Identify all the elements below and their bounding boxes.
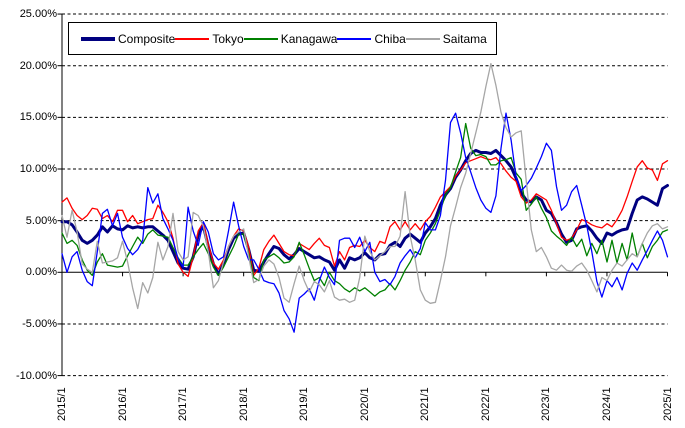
legend-line-sample — [175, 37, 210, 40]
y-tick-label: -5.00% — [22, 317, 57, 330]
legend-item-chiba: Chiba — [337, 31, 406, 46]
x-tick-label: 2020/1 — [358, 387, 371, 421]
series-line-saitama — [61, 62, 669, 310]
x-tick-label: 2021/1 — [419, 387, 432, 421]
legend-item-saitama: Saitama — [405, 31, 487, 46]
legend: Composite Tokyo Kanagawa Chiba Saitama — [68, 22, 497, 55]
x-tick-label: 2016/1 — [116, 387, 129, 421]
series-line-composite — [60, 148, 669, 276]
legend-line-sample — [405, 37, 440, 40]
legend-line-sample — [243, 37, 278, 40]
x-tick-label: 2022/1 — [479, 387, 492, 421]
legend-item-kanagawa: Kanagawa — [243, 31, 338, 46]
series-line-tokyo — [61, 155, 669, 278]
x-tick-label: 2017/1 — [177, 387, 190, 421]
y-tick-label: 25.00% — [19, 8, 57, 21]
y-tick-label: 10.00% — [19, 163, 57, 175]
legend-item-composite: Composite — [81, 32, 175, 46]
legend-label: Saitama — [442, 31, 487, 46]
legend-line-sample — [337, 37, 372, 40]
legend-label: Composite — [118, 31, 176, 46]
x-tick-label: 2019/1 — [298, 387, 311, 421]
y-tick-label: 20.00% — [19, 59, 57, 72]
series-line-kanagawa — [61, 122, 669, 297]
series-line-chiba — [61, 112, 669, 333]
legend-label: Chiba — [374, 31, 406, 46]
y-tick-label: 15.00% — [19, 111, 57, 124]
x-tick-label: 2025/1 — [661, 387, 674, 421]
legend-line-sample — [81, 36, 115, 41]
x-tick-label: 2024/1 — [600, 387, 613, 421]
y-tick-label: 0.00% — [25, 266, 57, 279]
legend-label: Kanagawa — [280, 31, 338, 46]
y-tick-label: -10.00% — [16, 369, 57, 382]
x-tick-label: 2018/1 — [237, 387, 250, 421]
legend-label: Tokyo — [212, 31, 244, 46]
x-tick-label: 2015/1 — [56, 387, 68, 421]
y-tick-label: 5.00% — [25, 214, 57, 227]
x-tick-label: 2023/1 — [540, 387, 553, 421]
legend-item-tokyo: Tokyo — [175, 31, 244, 46]
